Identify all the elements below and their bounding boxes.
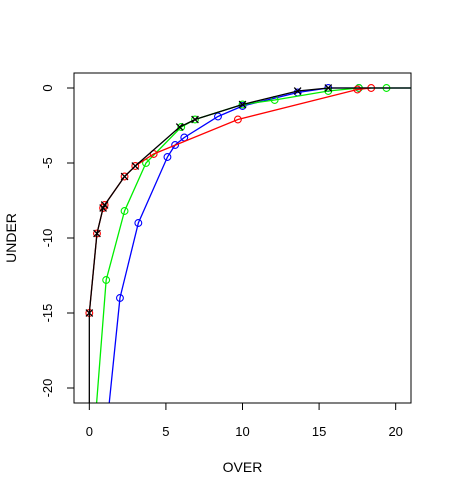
axis-layer: 0 5 10 15 20 0 -5 -10 -15 -20 [40, 84, 403, 439]
series-point-1 [120, 207, 129, 215]
plot-frame [73, 72, 412, 404]
x-tick-label: 5 [162, 424, 169, 439]
series-point-3 [238, 100, 247, 109]
series-point-3 [120, 172, 129, 181]
series-point-3 [191, 115, 199, 124]
series-line-1 [95, 87, 411, 403]
series-point-1 [238, 100, 247, 109]
series-point-3 [324, 84, 333, 92]
x-tick-label: 15 [312, 424, 326, 439]
x-tick-label: 20 [388, 424, 402, 439]
series-point-1 [177, 123, 186, 131]
series-point-0 [214, 112, 222, 121]
x-axis-title: OVER [223, 459, 263, 475]
series-point-3 [293, 87, 302, 95]
y-tick-label: -20 [40, 379, 55, 398]
series-point-3 [175, 123, 184, 131]
series-point-2 [100, 201, 109, 209]
series-point-3 [131, 162, 140, 170]
series-point-1 [102, 276, 111, 284]
series-point-0 [116, 294, 124, 302]
y-tick-label: -10 [40, 229, 55, 248]
x-tick-label: 10 [235, 424, 249, 439]
series-point-0 [163, 153, 172, 161]
series-layer [85, 84, 411, 403]
series-point-3 [93, 229, 101, 238]
series-line-0 [108, 87, 411, 403]
series-point-2 [353, 85, 362, 94]
series-point-2 [233, 115, 242, 124]
y-tick-label: 0 [40, 84, 55, 91]
series-line-3 [88, 87, 411, 403]
y-axis-title: UNDER [3, 213, 19, 263]
series-point-3 [100, 201, 109, 209]
series-point-0 [171, 141, 180, 149]
series-point-1 [191, 115, 199, 124]
y-tick-label: -15 [40, 304, 55, 323]
series-point-3 [85, 309, 94, 317]
series-line-2 [88, 87, 372, 314]
series-point-0 [134, 219, 143, 227]
series-point-2 [131, 162, 140, 170]
x-tick-label: 0 [86, 424, 93, 439]
y-tick-label: -5 [40, 157, 55, 169]
series-point-2 [120, 172, 129, 181]
